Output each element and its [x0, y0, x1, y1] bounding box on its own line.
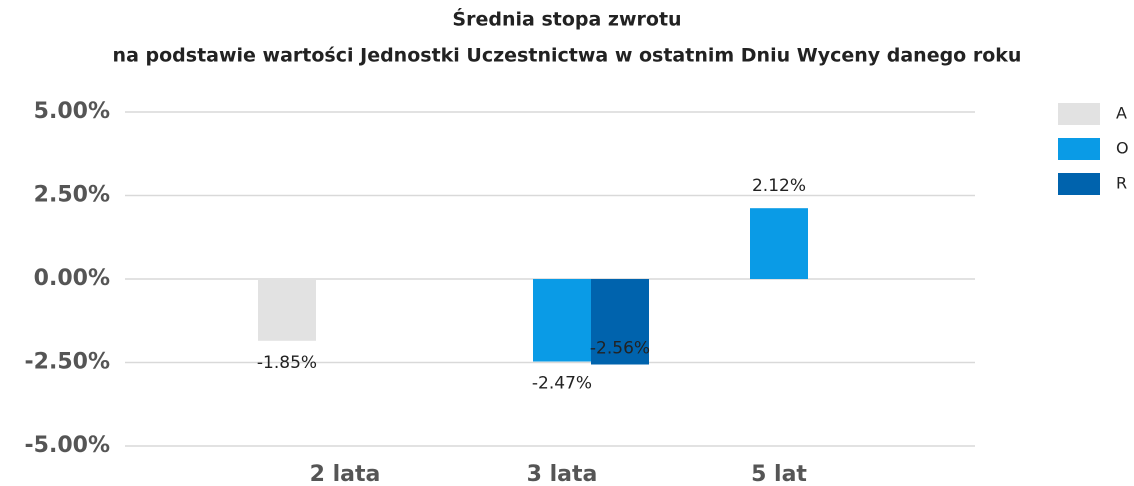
legend-swatch — [1058, 103, 1100, 125]
bar — [591, 279, 649, 365]
legend-label: O — [1116, 139, 1129, 158]
y-tick-label: 2.50% — [34, 183, 110, 208]
y-tick-label: -2.50% — [25, 350, 110, 375]
data-label: -1.85% — [257, 353, 317, 373]
bar — [750, 208, 808, 279]
x-tick-label: 5 lat — [751, 462, 807, 486]
y-tick-label: 0.00% — [34, 266, 110, 291]
data-label: -2.56% — [590, 339, 650, 359]
legend-label: R — [1116, 174, 1127, 193]
bar — [258, 279, 316, 341]
bar — [533, 279, 591, 362]
y-tick-label: 5.00% — [34, 99, 110, 124]
data-label: 2.12% — [752, 176, 806, 196]
chart-title: Średnia stopa zwrotu — [452, 7, 681, 31]
legend-swatch — [1058, 173, 1100, 195]
x-tick-label: 3 lata — [527, 462, 598, 486]
chart-subtitle: na podstawie wartości Jednostki Uczestni… — [113, 45, 1022, 67]
data-label: -2.47% — [532, 373, 592, 393]
legend-label: A — [1116, 104, 1127, 123]
legend-swatch — [1058, 138, 1100, 160]
x-tick-label: 2 lata — [310, 462, 381, 486]
y-tick-label: -5.00% — [25, 433, 110, 458]
